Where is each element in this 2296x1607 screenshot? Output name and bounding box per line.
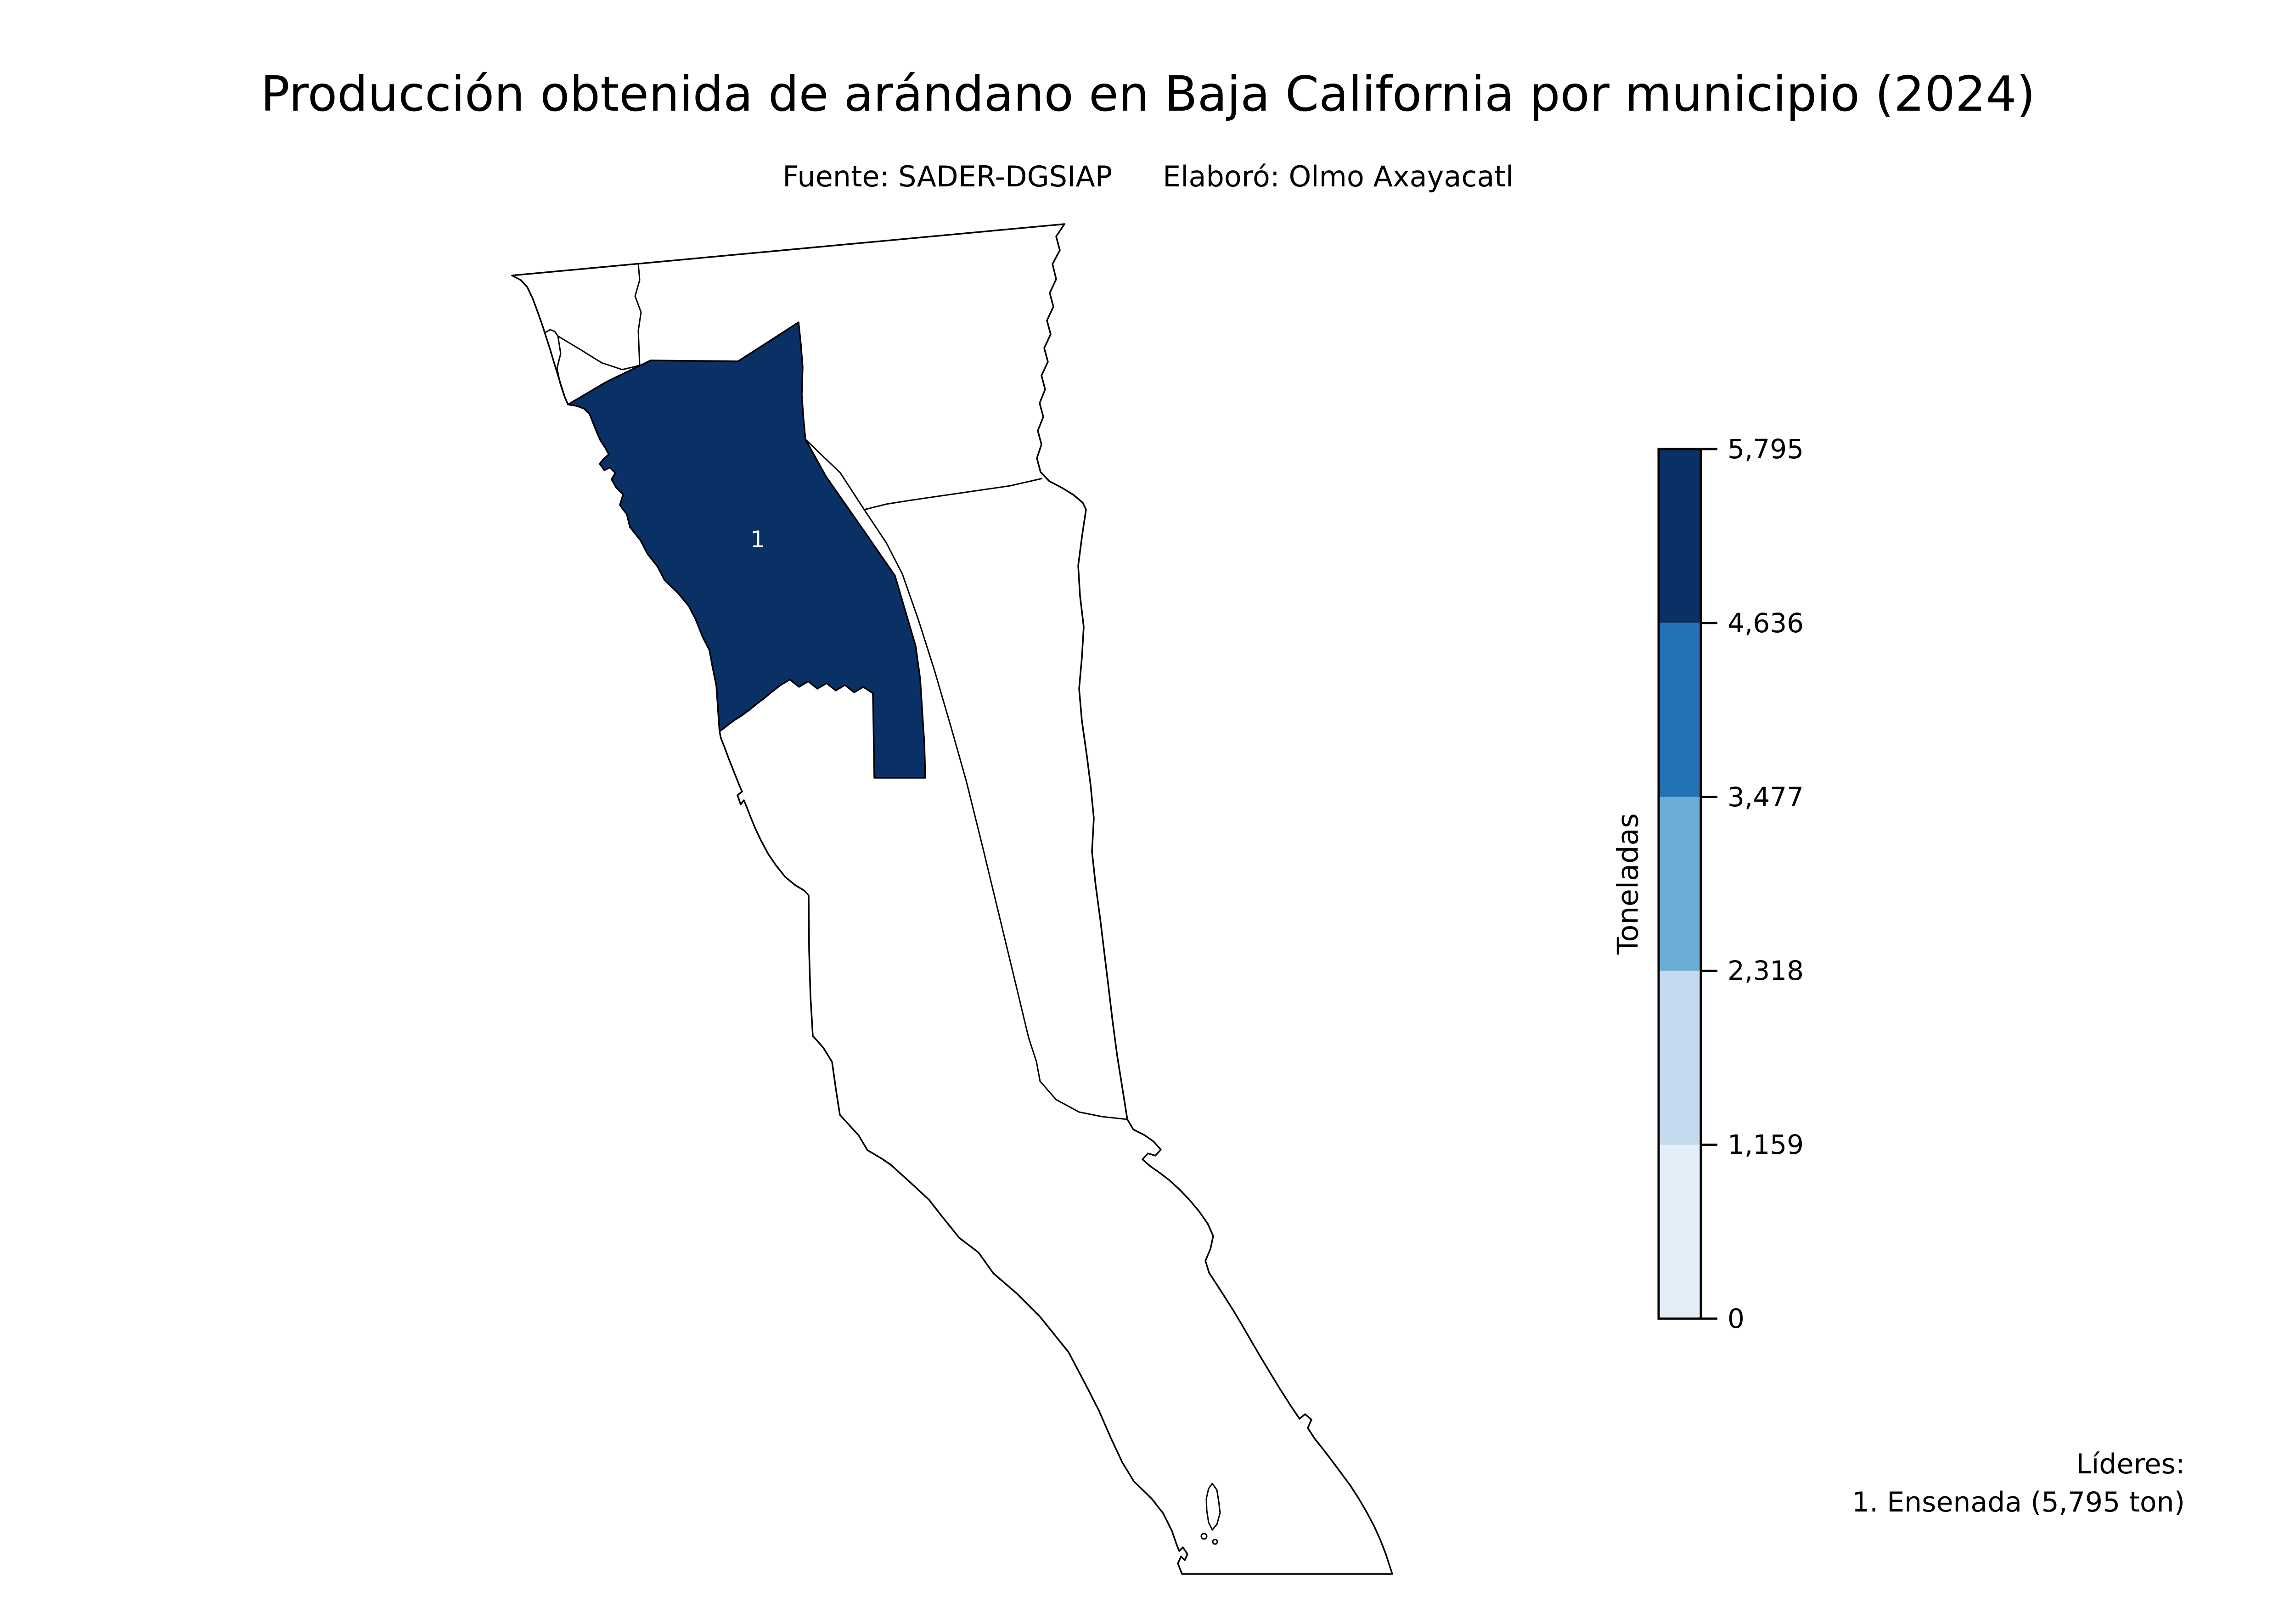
boundary-tijuana-rosarito: [544, 329, 559, 337]
subtitle-author: Elaboró: Olmo Axayacatl: [1163, 160, 1514, 193]
boundary-mexicali-sanfelipe: [864, 478, 1043, 511]
islet-2: [1212, 1539, 1218, 1545]
leaders-entry-1: 1. Ensenada (5,795 ton): [1851, 1486, 2185, 1518]
colorbar-segment-3: [1659, 623, 1701, 797]
boundary-rosarito-east: [556, 336, 568, 402]
colorbar: [1657, 448, 1717, 1320]
colorbar-segment-4: [1659, 449, 1701, 623]
colorbar-tick-label-2318: 2,318: [1728, 955, 1804, 986]
leaders-note: Líderes: 1. Ensenada (5,795 ton): [1852, 1445, 2185, 1522]
colorbar-segment-2: [1659, 797, 1701, 971]
boundary-tijuana-south: [557, 335, 640, 371]
colorbar-tick-label-1159: 1,159: [1728, 1129, 1804, 1160]
isla-cedros: [1205, 1483, 1221, 1531]
subtitle-source: Fuente: SADER-DGSIAP: [782, 160, 1113, 193]
region-ensenada: [567, 321, 926, 779]
colorbar-tick-label-5795: 5,795: [1728, 433, 1804, 465]
colorbar-axis-label: Toneladas: [1611, 813, 1645, 955]
colorbar-tick-label-4636: 4,636: [1728, 607, 1804, 639]
leaders-heading: Líderes:: [2076, 1448, 2185, 1480]
colorbar-tick-label-0: 0: [1728, 1303, 1745, 1334]
colorbar-tick-label-3477: 3,477: [1728, 781, 1804, 813]
boundary-tecate-west: [634, 263, 642, 366]
region-rank-label: 1: [750, 526, 765, 553]
islet-1: [1200, 1533, 1208, 1540]
chart-title: Producción obtenida de arándano en Baja …: [260, 66, 2036, 122]
colorbar-outline: [1657, 448, 1702, 1320]
colorbar-segment-1: [1659, 971, 1701, 1145]
colorbar-segment-0: [1659, 1145, 1701, 1319]
chart-subtitle: Fuente: SADER-DGSIAP Elaboró: Olmo Axayac…: [0, 160, 2296, 193]
boundary-sanfelipe-sanquintin: [805, 438, 1128, 1120]
baja-california-map: 1: [511, 223, 1393, 1575]
